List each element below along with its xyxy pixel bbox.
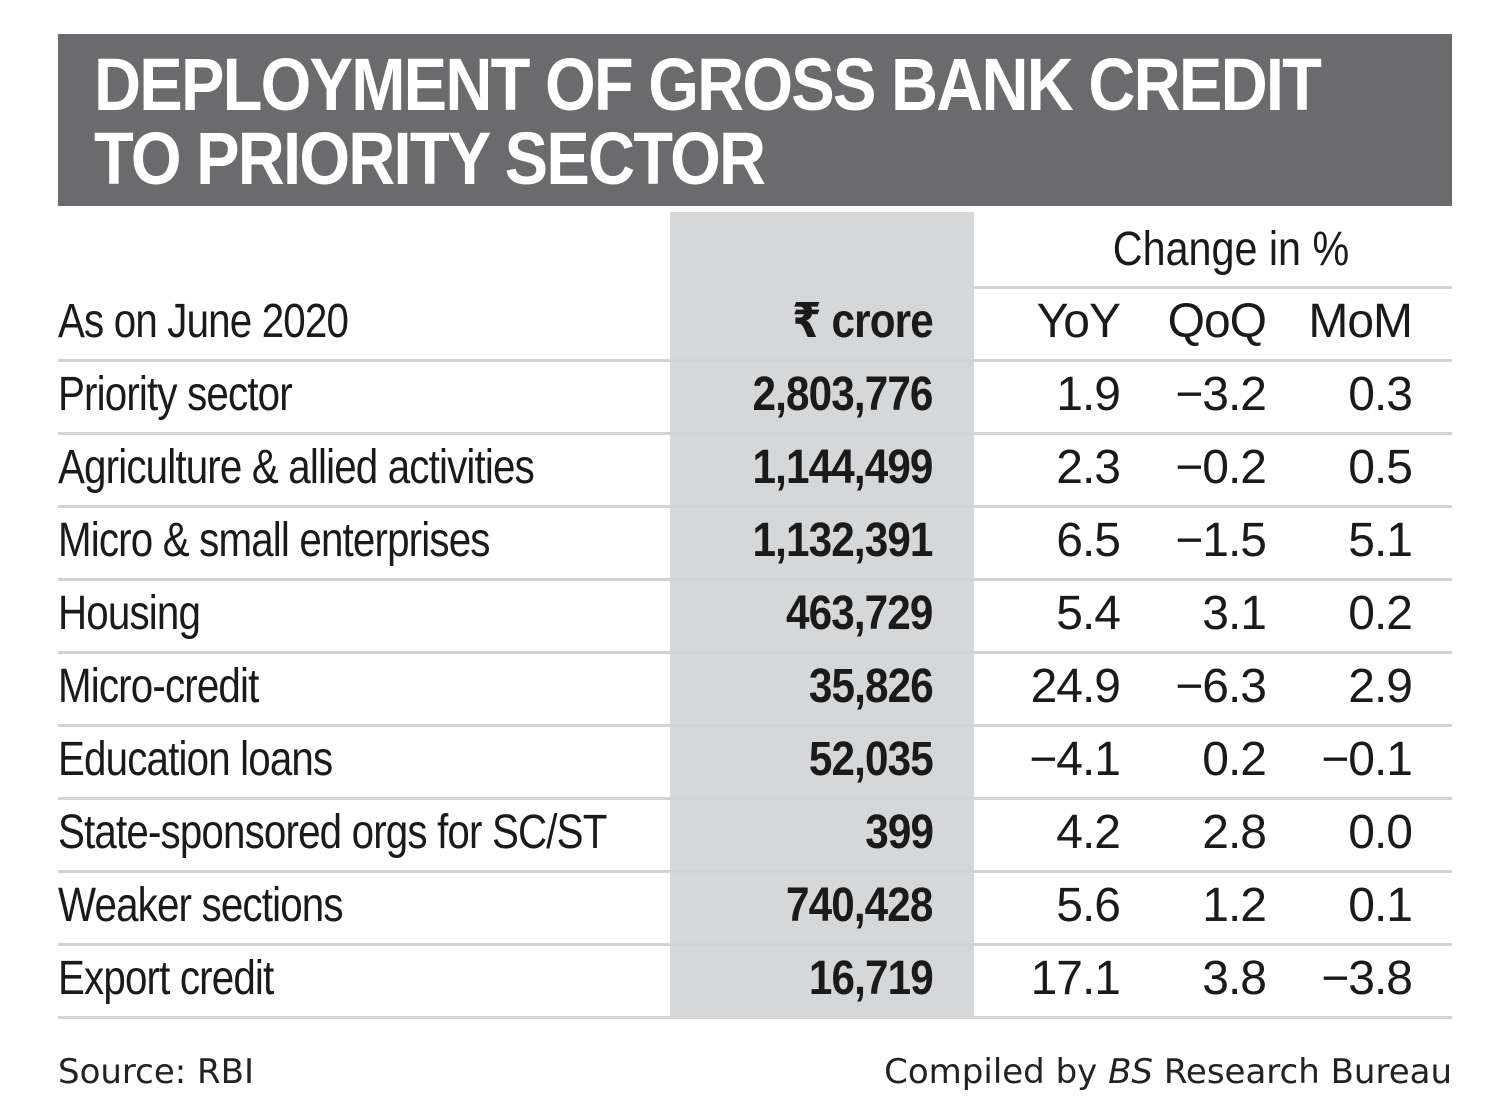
title-line-1: DEPLOYMENT OF GROSS BANK CREDIT [94, 43, 1322, 126]
row-qoq: −1.5 [1175, 514, 1267, 567]
title-line-2: TO PRIORITY SECTOR [94, 117, 766, 200]
row-yoy: 4.2 [1056, 806, 1121, 859]
title-banner: DEPLOYMENT OF GROSS BANK CREDIT TO PRIOR… [58, 34, 1452, 206]
row-rule [58, 797, 1452, 800]
row-qoq: 3.1 [1202, 587, 1267, 640]
row-mom: 0.2 [1348, 587, 1413, 640]
change-group-header: Change in % [1112, 223, 1350, 276]
row-yoy: −4.1 [1029, 733, 1121, 786]
row-rule [58, 578, 1452, 581]
row-label: Housing [58, 587, 201, 640]
row-value: 16,719 [809, 952, 934, 1005]
row-rule [58, 1016, 1452, 1019]
row-mom: −3.8 [1321, 952, 1413, 1005]
credit-note: Compiled by BS Research Bureau [884, 1052, 1452, 1092]
column-header-qoq: QoQ [1167, 295, 1267, 348]
row-yoy: 17.1 [1030, 952, 1121, 1005]
credit-prefix: Compiled by [884, 1052, 1109, 1092]
row-label: Micro & small enterprises [58, 514, 490, 567]
row-yoy: 6.5 [1056, 514, 1121, 567]
row-label: Agriculture & allied activities [58, 441, 535, 494]
row-qoq: −3.2 [1175, 368, 1267, 421]
row-mom: −0.1 [1321, 733, 1413, 786]
row-yoy: 1.9 [1056, 368, 1121, 421]
row-rule [58, 359, 1452, 362]
row-qoq: −0.2 [1175, 441, 1267, 494]
row-rule [58, 432, 1452, 435]
row-value: 399 [865, 806, 934, 859]
row-label: Priority sector [58, 368, 293, 421]
row-qoq: 3.8 [1202, 952, 1267, 1005]
row-label: Micro-credit [58, 660, 259, 713]
row-value: 1,144,499 [752, 441, 934, 494]
row-mom: 0.0 [1348, 806, 1413, 859]
row-qoq: 1.2 [1202, 879, 1267, 932]
row-yoy: 5.4 [1056, 587, 1121, 640]
row-qoq: −6.3 [1175, 660, 1267, 713]
row-rule [58, 505, 1452, 508]
row-value: 1,132,391 [752, 514, 934, 567]
credit-italic: BS [1108, 1052, 1154, 1092]
row-mom: 0.1 [1348, 879, 1413, 932]
row-mom: 2.9 [1348, 660, 1413, 713]
row-value: 463,729 [786, 587, 933, 640]
source-note: Source: RBI [58, 1052, 255, 1092]
row-label: Education loans [58, 733, 333, 786]
row-label: Export credit [58, 952, 274, 1005]
row-value: 2,803,776 [752, 368, 934, 421]
row-qoq: 2.8 [1202, 806, 1267, 859]
row-rule [58, 870, 1452, 873]
row-rule [58, 651, 1452, 654]
row-mom: 0.3 [1348, 368, 1413, 421]
row-value: 52,035 [809, 733, 934, 786]
row-label: State-sponsored orgs for SC/ST [58, 806, 607, 859]
row-value: 35,826 [809, 660, 934, 713]
credit-suffix: Research Bureau [1153, 1052, 1452, 1092]
row-qoq: 0.2 [1202, 733, 1267, 786]
rule-top [974, 286, 1452, 289]
row-rule [58, 943, 1452, 946]
row-yoy: 24.9 [1030, 660, 1121, 713]
column-header-value: ₹ crore [792, 295, 934, 348]
row-yoy: 2.3 [1056, 441, 1121, 494]
value-column-shade [670, 212, 974, 1016]
row-mom: 5.1 [1348, 514, 1413, 567]
row-value: 740,428 [786, 879, 933, 932]
column-header-mom: MoM [1308, 295, 1413, 348]
row-label: Weaker sections [58, 879, 344, 932]
column-header-yoy: YoY [1036, 295, 1121, 348]
column-header-label: As on June 2020 [58, 295, 349, 348]
row-rule [58, 724, 1452, 727]
row-yoy: 5.6 [1056, 879, 1121, 932]
row-mom: 0.5 [1348, 441, 1413, 494]
